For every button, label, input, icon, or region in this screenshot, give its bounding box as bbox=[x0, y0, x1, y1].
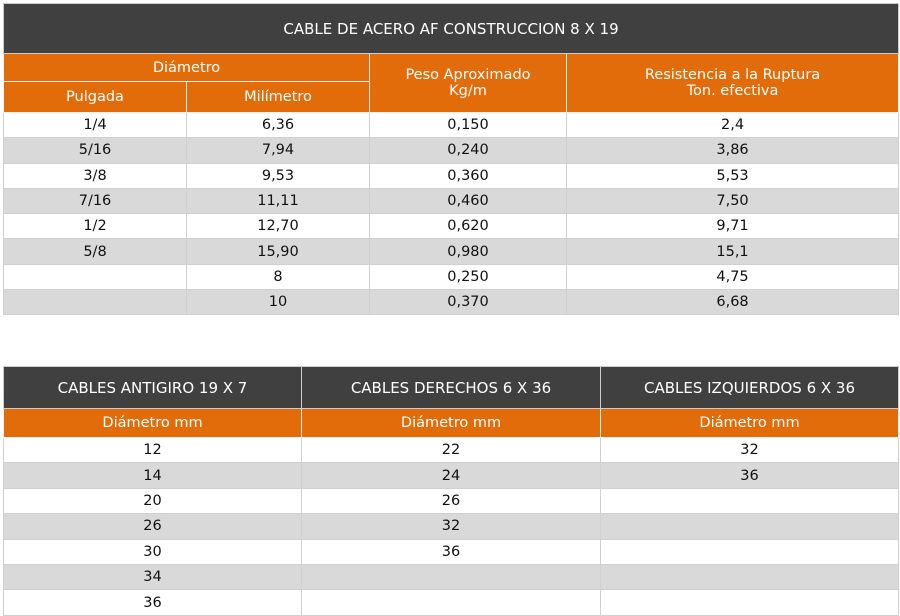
table-cell: 5/8 bbox=[3, 238, 187, 265]
table-cell: 0,620 bbox=[369, 213, 567, 240]
table-cell bbox=[3, 289, 187, 316]
table-row: 34 bbox=[3, 563, 899, 591]
cables-table: CABLES ANTIGIRO 19 X 7 CABLES DERECHOS 6… bbox=[3, 366, 899, 616]
table-cell: 0,150 bbox=[369, 111, 567, 139]
table-cell: 6,36 bbox=[186, 111, 370, 139]
table-row: 30 36 bbox=[3, 538, 899, 565]
table-cell: 26 bbox=[3, 513, 302, 540]
table-cell: 26 bbox=[301, 487, 601, 515]
table-cell: 7,50 bbox=[565, 187, 900, 215]
table-cell: 36 bbox=[301, 538, 601, 565]
table-row: 26 32 bbox=[3, 513, 899, 540]
table-cell: 32 bbox=[600, 436, 899, 464]
table-cell: 8 bbox=[186, 263, 370, 291]
header-resistencia: Resistencia a la Ruptura Ton. efectiva bbox=[565, 53, 900, 113]
table-cell: 3/8 bbox=[3, 162, 187, 189]
table-cell: 1/4 bbox=[3, 111, 187, 139]
table-cell bbox=[3, 263, 187, 291]
table-row: 1/2 12,70 0,620 9,71 bbox=[3, 213, 900, 240]
table-cell: 9,53 bbox=[186, 162, 370, 189]
table-cell: 10 bbox=[186, 289, 370, 316]
table-cell: 4,75 bbox=[565, 263, 900, 291]
header-milimetro: Milímetro bbox=[186, 81, 370, 113]
table-cell: 7/16 bbox=[3, 187, 187, 215]
table-cell: 12,70 bbox=[186, 213, 370, 240]
table-row: 14 24 36 bbox=[3, 462, 899, 489]
title-antigiro: CABLES ANTIGIRO 19 X 7 bbox=[3, 366, 302, 409]
table-row: 5/8 15,90 0,980 15,1 bbox=[3, 238, 900, 265]
table-cell bbox=[600, 487, 899, 515]
table-cell: 0,460 bbox=[369, 187, 567, 215]
table-cell: 7,94 bbox=[186, 137, 370, 164]
table-cell: 12 bbox=[3, 436, 302, 464]
table-cell: 0,240 bbox=[369, 137, 567, 164]
table-cell: 5,53 bbox=[565, 162, 900, 189]
table-row: 8 0,250 4,75 bbox=[3, 263, 900, 291]
table-row: 1/4 6,36 0,150 2,4 bbox=[3, 111, 900, 139]
table-row: 36 bbox=[3, 589, 899, 616]
header-diametro-derechos: Diámetro mm bbox=[301, 408, 601, 438]
table-cell: 6,68 bbox=[565, 289, 900, 316]
table-cell bbox=[600, 538, 899, 565]
table-cell: 0,370 bbox=[369, 289, 567, 316]
table-cell: 5/16 bbox=[3, 137, 187, 164]
table-cell: 22 bbox=[301, 436, 601, 464]
table-cell: 20 bbox=[3, 487, 302, 515]
table-cell: 0,360 bbox=[369, 162, 567, 189]
table-cell: 32 bbox=[301, 513, 601, 540]
table-row: 7/16 11,11 0,460 7,50 bbox=[3, 187, 900, 215]
table-cell bbox=[301, 589, 601, 616]
table-row: 12 22 32 bbox=[3, 436, 899, 464]
table-cell bbox=[600, 563, 899, 591]
table-cell: 24 bbox=[301, 462, 601, 489]
table-row: 5/16 7,94 0,240 3,86 bbox=[3, 137, 900, 164]
header-pulgada: Pulgada bbox=[3, 81, 187, 113]
table-cell: 15,1 bbox=[565, 238, 900, 265]
table-cell: 0,250 bbox=[369, 263, 567, 291]
table-cell: 2,4 bbox=[565, 111, 900, 139]
table-cell: 9,71 bbox=[565, 213, 900, 240]
table-cell bbox=[600, 513, 899, 540]
header-diametro-antigiro: Diámetro mm bbox=[3, 408, 302, 438]
table-cell: 15,90 bbox=[186, 238, 370, 265]
header-peso: Peso Aproximado Kg/m bbox=[369, 53, 567, 113]
table-row: 3/8 9,53 0,360 5,53 bbox=[3, 162, 900, 189]
header-diametro: Diámetro bbox=[3, 53, 370, 82]
table-cell: 0,980 bbox=[369, 238, 567, 265]
table-row: 10 0,370 6,68 bbox=[3, 289, 900, 316]
table-cell: 30 bbox=[3, 538, 302, 565]
table-cell: 11,11 bbox=[186, 187, 370, 215]
table-cell: 1/2 bbox=[3, 213, 187, 240]
header-diametro-izquierdos: Diámetro mm bbox=[600, 408, 899, 438]
table-cell bbox=[301, 563, 601, 591]
table-cell: 3,86 bbox=[565, 137, 900, 164]
cable-acero-table: CABLE DE ACERO AF CONSTRUCCION 8 X 19 Di… bbox=[2, 3, 900, 316]
table-cell bbox=[600, 589, 899, 616]
table-row: 20 26 bbox=[3, 487, 899, 515]
table-title: CABLE DE ACERO AF CONSTRUCCION 8 X 19 bbox=[2, 3, 900, 54]
table-cell: 14 bbox=[3, 462, 302, 489]
table-cell: 36 bbox=[3, 589, 302, 616]
title-derechos: CABLES DERECHOS 6 X 36 bbox=[301, 366, 601, 409]
title-izquierdos: CABLES IZQUIERDOS 6 X 36 bbox=[600, 366, 899, 409]
table-cell: 34 bbox=[3, 563, 302, 591]
table-cell: 36 bbox=[600, 462, 899, 489]
